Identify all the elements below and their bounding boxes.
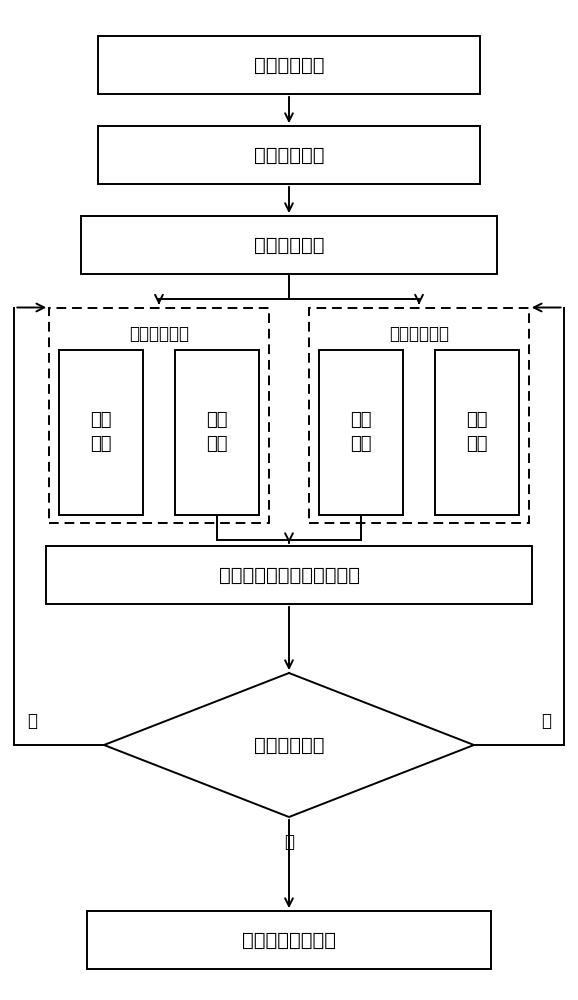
Bar: [46, 546, 532, 604]
Bar: [98, 126, 480, 184]
Text: 题目
分值: 题目 分值: [350, 411, 372, 453]
Text: 否: 否: [541, 712, 551, 730]
Text: 否: 否: [27, 712, 37, 730]
Text: 是: 是: [284, 833, 294, 851]
Bar: [319, 350, 403, 515]
Text: 测评题目难度与区分度计算: 测评题目难度与区分度计算: [218, 566, 360, 584]
Text: 题干
内容: 题干 内容: [90, 411, 112, 453]
Text: 评分标准设置: 评分标准设置: [389, 326, 449, 344]
Bar: [81, 216, 497, 274]
Text: 情境测评工具构建: 情境测评工具构建: [242, 930, 336, 950]
Text: 是否通过检验: 是否通过检验: [254, 736, 324, 754]
Text: 测评要点设置: 测评要点设置: [254, 145, 324, 164]
Bar: [175, 350, 259, 515]
Bar: [49, 308, 269, 522]
Bar: [309, 308, 529, 522]
Text: 题目类型确定: 题目类型确定: [254, 235, 324, 254]
Text: 题项
内容: 题项 内容: [206, 411, 228, 453]
Text: 题目内容设置: 题目内容设置: [129, 326, 189, 344]
Bar: [59, 350, 143, 515]
Bar: [87, 911, 491, 969]
Text: 评分
规则: 评分 规则: [466, 411, 488, 453]
Bar: [435, 350, 519, 515]
Bar: [98, 36, 480, 94]
Text: 测评情境确定: 测评情境确定: [254, 55, 324, 75]
